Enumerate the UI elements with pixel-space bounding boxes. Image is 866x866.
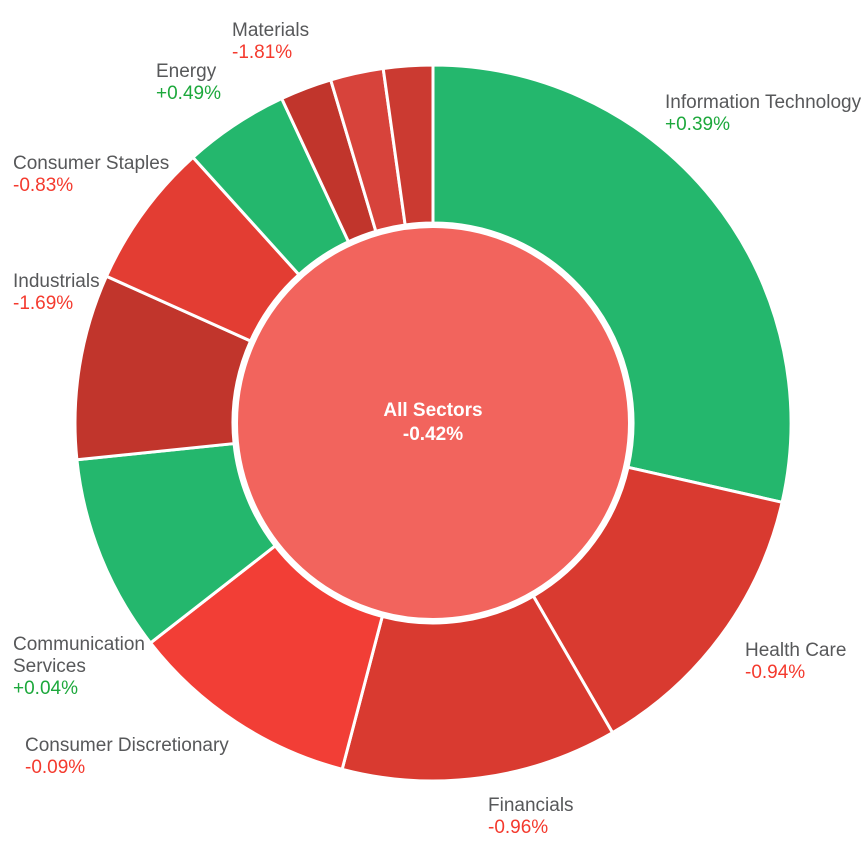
sector-label-change: +0.39% (665, 114, 730, 135)
sector-label-name: Health Care (745, 640, 847, 661)
segment-health-care[interactable] (531, 465, 784, 735)
sector-label-financials: Financials -0.96% (488, 795, 574, 839)
sector-label-health-care: Health Care -0.94% (745, 640, 846, 684)
sector-label-name: Consumer Discretionary (25, 735, 229, 756)
sector-label-communication-services: Communication Services +0.04% (13, 634, 145, 700)
sector-label-change: -0.09% (25, 757, 86, 778)
sector-label-name: Consumer Staples (13, 153, 170, 174)
sector-label-name: Energy (156, 61, 217, 82)
sector-label-name: Financials (488, 795, 574, 816)
sector-label-industrials: Industrials -1.69% (13, 271, 100, 315)
sector-label-name: Industrials (13, 271, 100, 292)
sector-label-consumer-discretionary: Consumer Discretionary -0.09% (25, 735, 229, 779)
segment-consumer-discretionary[interactable] (149, 544, 384, 771)
sector-label-name: Communication (13, 634, 145, 655)
center-disc-all-sectors[interactable] (236, 226, 630, 620)
sector-label-change: -0.96% (488, 817, 549, 838)
segment-communication-services[interactable] (75, 442, 277, 645)
segment-unlabeled-10[interactable] (381, 63, 435, 227)
sector-label-change: -1.69% (13, 293, 74, 314)
segment-information-technology[interactable] (431, 63, 793, 504)
sector-label-name: Materials (232, 20, 310, 41)
sector-label-name: Services (13, 656, 86, 677)
sector-label-change: -0.83% (13, 175, 74, 196)
segment-financials[interactable] (340, 594, 615, 783)
sector-label-change: -1.81% (232, 42, 293, 63)
sector-label-change: +0.49% (156, 83, 221, 104)
sector-label-change: +0.04% (13, 678, 78, 699)
sector-label-change: -0.94% (745, 662, 806, 683)
sector-label-information-technology: Information Technology +0.39% (665, 92, 861, 136)
sector-label-name: Information Technology (665, 92, 862, 113)
sector-label-consumer-staples: Consumer Staples -0.83% (13, 153, 169, 197)
sector-label-materials: Materials -1.81% (232, 20, 309, 64)
sector-label-energy: Energy +0.49% (156, 61, 221, 105)
